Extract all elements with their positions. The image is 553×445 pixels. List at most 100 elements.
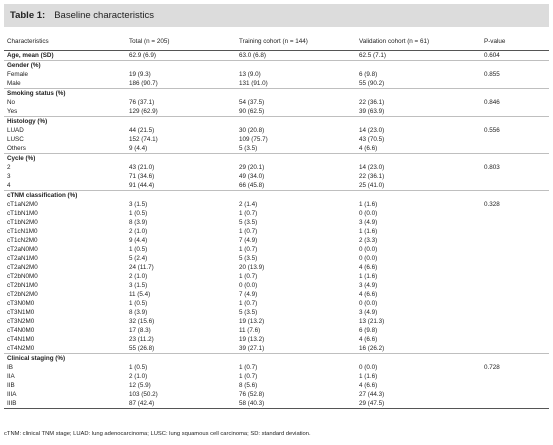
validation-cohort-cell: 13 (21.3) (359, 317, 385, 325)
header-validation-cohort: Validation cohort (n = 61) (356, 36, 481, 51)
table-row: cT2bN2M0 11 (5.4) 7 (4.9) 4 (6.6) (4, 290, 549, 299)
validation-cohort-cell (356, 189, 481, 200)
header-total: Total (n = 205) (126, 36, 236, 51)
validation-cohort-cell: 1 (1.6) (359, 200, 378, 208)
total-cell: 1 (0.5) (129, 363, 148, 371)
validation-cohort-cell: 3 (4.9) (359, 281, 378, 289)
validation-cohort-cell: 14 (23.0) (359, 163, 385, 171)
table-footnote: cTNM: clinical TNM stage; LUAD: lung ade… (4, 431, 311, 437)
p-value-cell (481, 189, 549, 200)
training-cohort-cell: 2 (1.4) (239, 200, 258, 208)
validation-cohort-cell: 0 (0.0) (359, 254, 378, 262)
total-cell: 9 (4.4) (129, 144, 148, 152)
characteristic-cell: Yes (7, 107, 18, 115)
characteristic-cell: cT4N2M0 (7, 344, 35, 352)
training-cohort-cell: 39 (27.1) (239, 344, 265, 352)
table-row: cT2bN1M0 3 (1.5) 0 (0.0) 3 (4.9) (4, 281, 549, 290)
characteristic-cell: IIIB (4, 398, 126, 409)
training-cohort-cell: 5 (3.5) (239, 218, 258, 226)
training-cohort-cell: 49 (34.0) (239, 172, 265, 180)
validation-cohort-cell: 22 (36.1) (359, 98, 385, 106)
total-cell (126, 152, 236, 163)
p-value-cell (481, 344, 549, 354)
table-row: No 76 (37.1) 54 (37.5) 22 (36.1) 0.846 (4, 98, 549, 107)
p-value-cell (481, 254, 549, 263)
characteristic-cell: Clinical staging (%) (4, 352, 126, 363)
training-cohort-cell: 30 (20.8) (239, 126, 265, 134)
validation-cohort-cell: 27 (44.3) (359, 390, 385, 398)
training-cohort-cell: 63.0 (6.8) (236, 49, 356, 60)
training-cohort-cell: 19 (13.2) (239, 335, 265, 343)
training-cohort-cell: 13 (9.0) (239, 70, 261, 78)
validation-cohort-cell: 0 (0.0) (359, 363, 378, 371)
validation-cohort-cell: 22 (36.1) (359, 172, 385, 180)
table-row: cT4N0M0 17 (8.3) 11 (7.6) 6 (9.8) (4, 326, 549, 335)
validation-cohort-cell: 4 (6.6) (359, 335, 378, 343)
p-value-cell (481, 144, 549, 154)
table-row: cT2aN0M0 1 (0.5) 1 (0.7) 0 (0.0) (4, 245, 549, 254)
total-cell: 2 (1.0) (129, 272, 148, 280)
validation-cohort-cell: 14 (23.0) (359, 126, 385, 134)
p-value-cell: 0.855 (484, 70, 500, 78)
table-caption: Table 1: Baseline characteristics (4, 4, 549, 27)
validation-cohort-cell: 3 (4.9) (359, 218, 378, 226)
training-cohort-cell: 1 (0.7) (239, 372, 258, 380)
p-value-cell: 0.604 (481, 49, 549, 60)
table-row: Female 19 (9.3) 13 (9.0) 6 (9.8) 0.855 (4, 70, 549, 79)
training-cohort-cell: 29 (20.1) (239, 163, 265, 171)
p-value-cell (481, 290, 549, 299)
table-row: IB 1 (0.5) 1 (0.7) 0 (0.0) 0.728 (4, 363, 549, 372)
p-value-cell: 0.846 (484, 98, 500, 106)
characteristic-cell: 2 (7, 163, 11, 171)
p-value-cell (481, 381, 549, 390)
characteristic-cell: cT4N0M0 (7, 326, 35, 334)
characteristic-cell: IIA (7, 372, 15, 380)
p-value-cell: 0.728 (484, 363, 500, 371)
table-row: cT2aN1M0 5 (2.4) 5 (3.5) 0 (0.0) (4, 254, 549, 263)
table-body: Age, mean (SD) 62.9 (6.9) 63.0 (6.8) 62.5 (… (4, 49, 549, 409)
training-cohort-cell: 8 (5.6) (239, 381, 258, 389)
total-cell: 3 (1.5) (129, 281, 148, 289)
validation-cohort-cell: 6 (9.8) (359, 70, 378, 78)
total-cell: 1 (0.5) (129, 209, 148, 217)
total-cell: 24 (11.7) (129, 263, 154, 271)
p-value-cell (481, 308, 549, 317)
characteristic-cell: cT2bN0M0 (7, 272, 38, 280)
characteristic-cell: cT2bN2M0 (7, 290, 38, 298)
characteristic-cell: cT1bN1M0 (7, 209, 38, 217)
characteristic-cell: cT1aN2M0 (7, 200, 38, 208)
training-cohort-cell: 131 (91.0) (239, 79, 268, 87)
p-value-cell (481, 372, 549, 381)
p-value-cell (481, 326, 549, 335)
p-value-cell (481, 299, 549, 308)
training-cohort-cell (236, 152, 356, 163)
table-row: cT1cN1M0 2 (1.0) 1 (0.7) 1 (1.6) (4, 227, 549, 236)
characteristic-cell: Cycle (%) (4, 152, 126, 163)
validation-cohort-cell (356, 152, 481, 163)
p-value-cell (481, 281, 549, 290)
header-training-cohort: Training cohort (n = 144) (236, 36, 356, 51)
table-row: cT3N1M0 8 (3.9) 5 (3.5) 3 (4.9) (4, 308, 549, 317)
total-cell: 32 (15.6) (129, 317, 155, 325)
table-row: cT2bN0M0 2 (1.0) 1 (0.7) 1 (1.6) (4, 272, 549, 281)
p-value-cell (481, 227, 549, 236)
training-cohort-cell: 5 (3.5) (239, 308, 258, 316)
validation-cohort-cell: 6 (9.8) (359, 326, 378, 334)
total-cell (126, 352, 236, 363)
training-cohort-cell: 58 (40.3) (236, 398, 356, 409)
table-row: LUSC 152 (74.1) 109 (75.7) 43 (70.5) (4, 135, 549, 144)
validation-cohort-cell: 1 (1.6) (359, 227, 378, 235)
validation-cohort-cell: 55 (90.2) (359, 79, 385, 87)
table-row: IIIB 87 (42.4) 58 (40.3) 29 (47.5) (4, 398, 549, 409)
table-group-row: cTNM classification (%) (4, 189, 549, 200)
characteristic-cell: Age, mean (SD) (4, 49, 126, 60)
table-group-row: Gender (%) (4, 59, 549, 70)
total-cell: 2 (1.0) (129, 372, 148, 380)
p-value-cell (481, 209, 549, 218)
total-cell: 9 (4.4) (129, 236, 148, 244)
table-group-row: Clinical staging (%) (4, 352, 549, 363)
characteristic-cell: 4 (7, 181, 11, 189)
table-row: cT1cN2M0 9 (4.4) 7 (4.9) 2 (3.3) (4, 236, 549, 245)
p-value-cell (481, 79, 549, 89)
